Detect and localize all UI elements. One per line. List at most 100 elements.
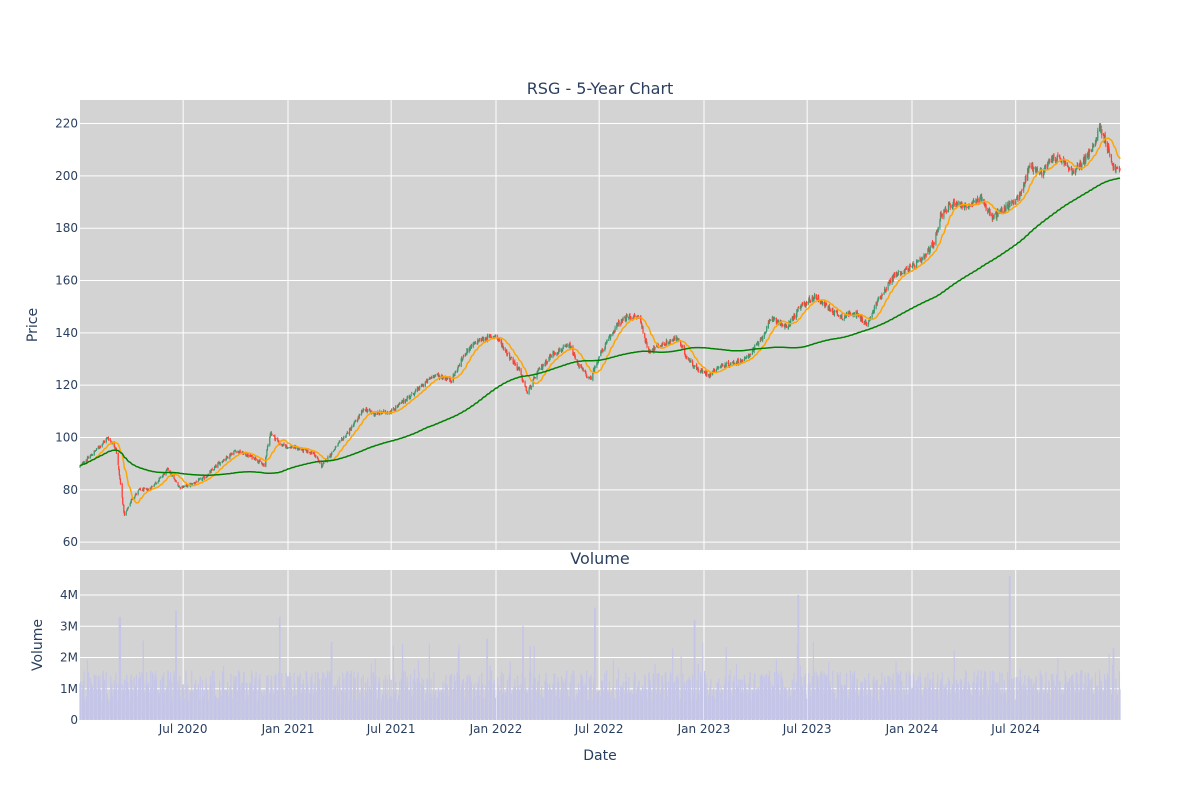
volume-bar[interactable] [287, 676, 289, 720]
candle-body[interactable] [102, 441, 104, 443]
candle-body[interactable] [398, 403, 400, 405]
candle-body[interactable] [1108, 143, 1110, 149]
candle-body[interactable] [790, 320, 792, 324]
volume-bar[interactable] [1013, 700, 1015, 720]
volume-bar[interactable] [239, 686, 241, 720]
candle-body[interactable] [415, 390, 417, 392]
candle-body[interactable] [849, 311, 851, 313]
candle-body[interactable] [581, 367, 583, 370]
volume-bar[interactable] [706, 683, 708, 720]
volume-bar[interactable] [833, 693, 836, 720]
candle-body[interactable] [695, 364, 698, 370]
candle-body[interactable] [984, 204, 987, 206]
volume-bar[interactable] [438, 691, 441, 720]
candle-body[interactable] [562, 346, 564, 349]
candle-body[interactable] [987, 211, 989, 213]
candle-body[interactable] [1081, 164, 1083, 168]
candle-body[interactable] [680, 344, 682, 346]
candle-body[interactable] [322, 462, 324, 465]
volume-bar[interactable] [945, 684, 947, 720]
candle-body[interactable] [485, 337, 487, 341]
candle-body[interactable] [869, 317, 871, 320]
candle-body[interactable] [127, 506, 130, 509]
candle-body[interactable] [1111, 163, 1114, 165]
candle-body[interactable] [885, 288, 887, 290]
candle-body[interactable] [991, 215, 993, 220]
candle-body[interactable] [585, 373, 587, 375]
candle-body[interactable] [924, 255, 926, 257]
candle-body[interactable] [747, 355, 750, 358]
candle-body[interactable] [234, 450, 237, 452]
candle-body[interactable] [303, 448, 305, 450]
candle-body[interactable] [662, 342, 664, 345]
candle-body[interactable] [397, 405, 399, 408]
candle-body[interactable] [114, 446, 116, 448]
candle-body[interactable] [821, 301, 823, 304]
volume-bar[interactable] [774, 672, 776, 720]
candle-body[interactable] [311, 451, 313, 454]
volume-bar[interactable] [782, 680, 784, 720]
candle-body[interactable] [416, 388, 418, 391]
candle-body[interactable] [887, 284, 889, 290]
candle-body[interactable] [972, 200, 975, 202]
candle-body[interactable] [338, 441, 340, 443]
candle-body[interactable] [742, 360, 744, 362]
candle-body[interactable] [686, 355, 688, 360]
candle-body[interactable] [765, 331, 767, 333]
candle-body[interactable] [1029, 165, 1031, 167]
candle-body[interactable] [203, 476, 205, 479]
volume-bar[interactable] [1041, 676, 1043, 720]
candle-body[interactable] [787, 326, 789, 329]
candle-body[interactable] [135, 493, 138, 495]
candle-body[interactable] [670, 340, 672, 342]
candle-body[interactable] [130, 499, 132, 503]
volume-bar[interactable] [331, 641, 333, 720]
candle-body[interactable] [828, 306, 830, 310]
volume-bar[interactable] [263, 690, 265, 720]
candle-body[interactable] [1088, 150, 1090, 157]
candle-body[interactable] [317, 459, 319, 461]
candle-body[interactable] [456, 370, 458, 373]
volume-bar[interactable] [566, 689, 568, 720]
candle-body[interactable] [102, 443, 104, 445]
candle-body[interactable] [1096, 138, 1098, 142]
candle-body[interactable] [521, 375, 523, 381]
candle-body[interactable] [1015, 200, 1017, 204]
candle-body[interactable] [883, 292, 885, 295]
candle-body[interactable] [626, 314, 628, 318]
candle-body[interactable] [967, 206, 969, 208]
volume-bar[interactable] [612, 659, 614, 720]
candle-body[interactable] [817, 295, 820, 301]
candle-body[interactable] [572, 346, 574, 356]
volume-bar[interactable] [151, 672, 153, 720]
candle-body[interactable] [685, 354, 687, 358]
candle-body[interactable] [518, 366, 520, 370]
candle-body[interactable] [697, 368, 699, 372]
volume-bar[interactable] [478, 695, 481, 720]
volume-bar[interactable] [167, 670, 169, 720]
volume-bar[interactable] [99, 690, 102, 720]
candle-body[interactable] [594, 366, 596, 368]
candle-body[interactable] [1063, 160, 1065, 164]
candle-body[interactable] [534, 377, 536, 379]
candle-body[interactable] [977, 198, 979, 203]
volume-bar[interactable] [1065, 676, 1067, 720]
candle-body[interactable] [617, 322, 619, 325]
volume-bar[interactable] [1081, 669, 1083, 720]
candle-body[interactable] [880, 295, 882, 299]
volume-bar[interactable] [195, 689, 197, 720]
volume-bar[interactable] [638, 680, 640, 720]
volume-bar[interactable] [905, 672, 907, 720]
candle-body[interactable] [569, 343, 571, 350]
candle-body[interactable] [1118, 168, 1121, 170]
candle-body[interactable] [1032, 170, 1034, 172]
candle-body[interactable] [711, 371, 714, 376]
candle-body[interactable] [554, 353, 556, 355]
candle-body[interactable] [1040, 168, 1042, 174]
candle-body[interactable] [911, 264, 914, 267]
volume-bar[interactable] [689, 679, 691, 720]
candle-body[interactable] [428, 378, 430, 380]
candle-body[interactable] [490, 336, 493, 338]
candle-body[interactable] [715, 369, 718, 373]
volume-bar[interactable] [267, 675, 269, 720]
